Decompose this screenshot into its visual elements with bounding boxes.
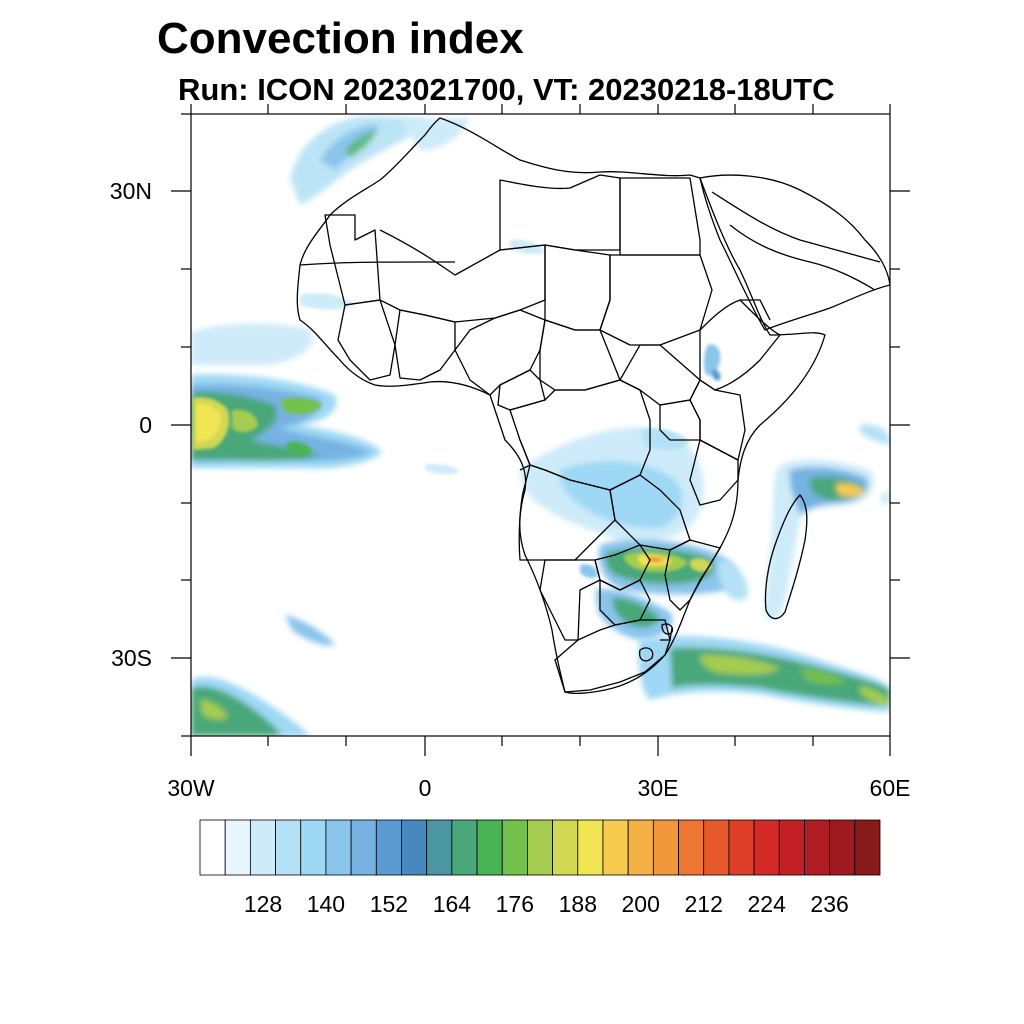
colorbar-swatch [476,819,503,876]
shading-south-atlantic [191,615,335,736]
colorbar-label: 212 [685,891,723,917]
colorbar-swatch [325,819,352,876]
tick-marks [171,104,910,756]
shading-southern-africa [520,427,737,640]
shading-indian-ocean-band [638,636,890,712]
colorbar-swatch [829,819,856,876]
y-tick-label-30n: 30N [110,178,152,204]
colorbar-label: 140 [307,891,345,917]
x-tick-label-30w: 30W [167,775,215,801]
colorbar-label: 224 [748,891,787,917]
colorbar-labels: 128 140 152 164 176 188 200 212 224 236 [244,891,849,917]
colorbar-label: 164 [433,891,472,917]
x-tick-label-30e: 30E [638,775,679,801]
madagascar-coastline [764,494,808,620]
shading-madagascar [717,424,890,620]
coastlines-and-borders [296,117,890,695]
colorbar-label: 236 [810,891,848,917]
colorbar-swatch [401,819,428,876]
y-tick-label-0: 0 [139,412,152,438]
x-tick-label-60e: 60E [870,775,911,801]
shading-scattered-cells [300,239,721,579]
shading-equatorial-atlantic [191,323,382,469]
y-axis-labels: 30N 0 30S [110,178,152,671]
colorbar-swatch [275,819,302,876]
colorbar-swatch [703,819,730,876]
colorbar-swatch [753,819,780,876]
colorbar-swatch [728,819,755,876]
x-axis-labels: 30W 0 30E 60E [167,775,910,801]
colorbar-swatch [652,819,679,876]
colorbar-label: 176 [496,891,534,917]
colorbar-swatch [527,819,553,876]
colorbar-swatch [854,819,881,876]
colorbar-label: 152 [370,891,408,917]
chart-title: Convection index [157,14,524,63]
colorbar-swatch [501,819,528,876]
x-tick-label-0: 0 [419,775,432,801]
colorbar-swatch [552,819,579,876]
colorbar [199,819,881,876]
colorbar-label: 128 [244,891,282,917]
colorbar-swatch [426,819,453,876]
colorbar-swatch [199,819,226,876]
colorbar-swatch [451,819,478,876]
colorbar-swatch [375,819,402,876]
arabia-coastline [699,174,890,331]
convection-field [191,116,890,736]
colorbar-swatch [804,819,831,876]
y-tick-label-30s: 30S [111,645,152,671]
colorbar-swatch [224,819,251,876]
colorbar-label: 200 [622,891,660,917]
colorbar-swatch [577,819,604,876]
africa-coastline [296,117,826,695]
shading-zimbabwe-core [624,551,712,572]
colorbar-swatch [678,819,705,876]
colorbar-swatch [627,819,654,876]
colorbar-swatch [249,819,276,876]
colorbar-label: 188 [559,891,597,917]
colorbar-swatch [778,819,805,876]
shading-equatorial-atlantic-core [193,397,322,456]
run-info-subtitle: Run: ICON 2023021700, VT: 20230218-18UTC [178,72,835,107]
colorbar-swatch [602,819,629,876]
colorbar-swatch [350,819,377,876]
colorbar-swatch [300,819,327,876]
